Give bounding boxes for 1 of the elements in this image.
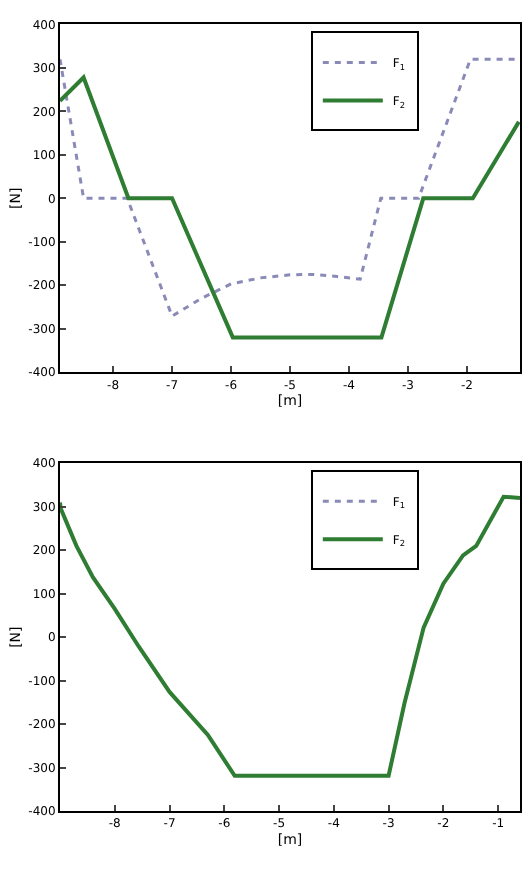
line-series — [60, 494, 520, 778]
